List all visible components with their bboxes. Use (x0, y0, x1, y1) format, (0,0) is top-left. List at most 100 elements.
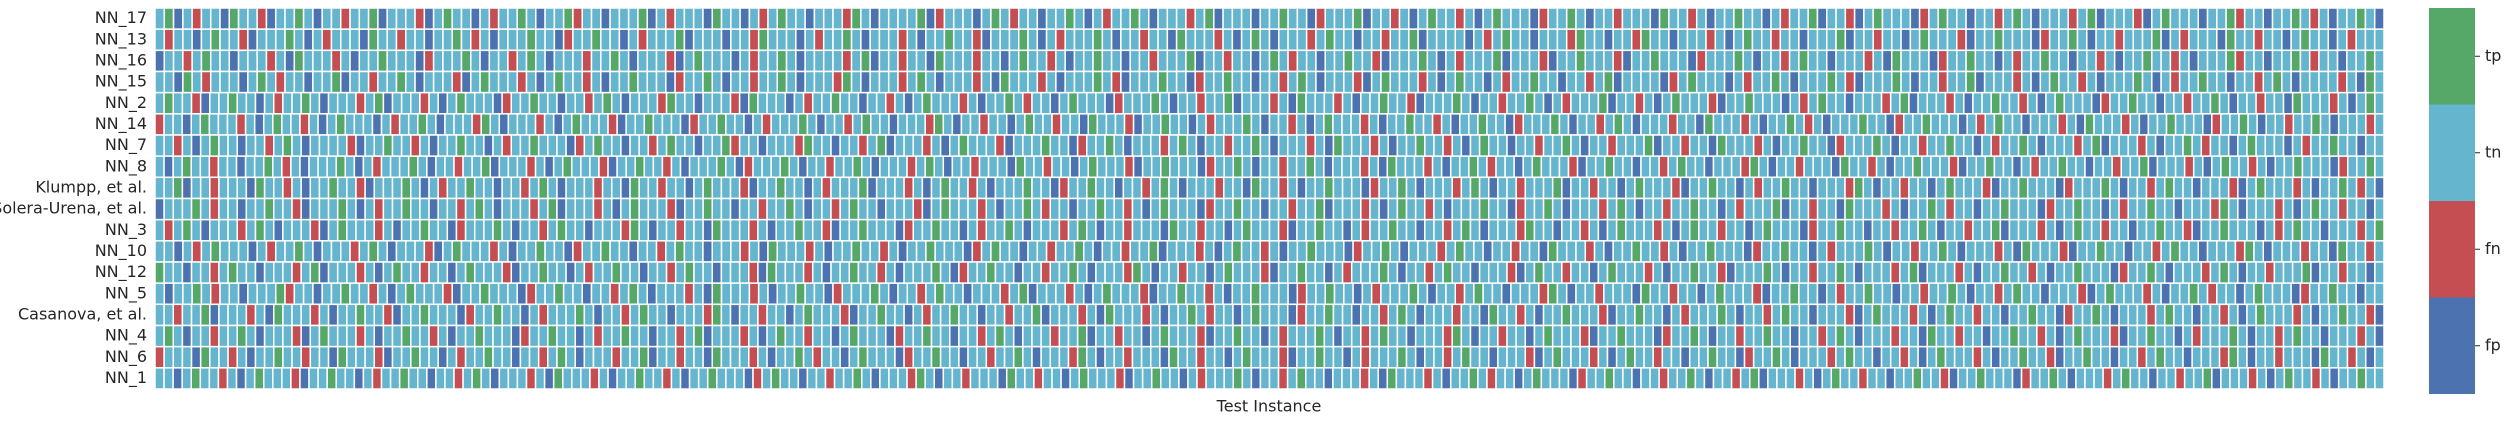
cell (2374, 324, 2385, 348)
cell (1389, 70, 1401, 94)
cell (492, 91, 503, 115)
cell (2200, 218, 2212, 242)
cell (1060, 113, 1071, 136)
cell (389, 113, 401, 136)
cell (282, 345, 293, 369)
cell (1027, 7, 1039, 30)
cell (318, 345, 330, 369)
cell (1752, 303, 1764, 327)
cell (2054, 345, 2066, 369)
cell (1533, 197, 1545, 221)
cell (2011, 282, 2023, 306)
cell (464, 91, 476, 115)
cell (1798, 303, 1810, 327)
cell (601, 218, 613, 242)
cell (897, 28, 909, 52)
cell (1593, 240, 1605, 263)
cell (2218, 134, 2230, 157)
cell (1506, 345, 1517, 369)
cell (693, 324, 704, 348)
cell (1826, 282, 1837, 306)
cell (519, 91, 531, 115)
cell (1698, 345, 1709, 369)
cell (2173, 197, 2184, 221)
cell (1141, 367, 1153, 390)
cell (2209, 345, 2221, 369)
cell (1104, 324, 1115, 348)
cell (1370, 70, 1382, 94)
cell (2229, 113, 2240, 136)
cell (811, 197, 823, 221)
cell (775, 303, 787, 327)
cell (2081, 218, 2093, 242)
cell (519, 176, 531, 200)
cell (1972, 134, 1983, 157)
cell (1853, 134, 1865, 157)
cell (2356, 367, 2367, 390)
cell (2086, 28, 2097, 52)
cell (1707, 345, 1718, 369)
cell (1110, 282, 1122, 306)
cell (2136, 176, 2148, 200)
cell (2030, 240, 2042, 263)
cell (317, 113, 328, 136)
cell (1807, 91, 1819, 115)
cell (1017, 70, 1029, 94)
cell (1286, 367, 1298, 390)
cell (1603, 28, 1614, 52)
cell (656, 134, 668, 157)
cell (2364, 197, 2376, 221)
cell (2218, 176, 2230, 200)
cell (358, 70, 370, 94)
cell (1405, 91, 1417, 115)
cell (665, 28, 676, 52)
cell (1241, 324, 1252, 348)
cell (1482, 240, 1494, 263)
cell (1593, 70, 1605, 94)
cell (711, 282, 723, 306)
cell (1524, 176, 1536, 200)
cell (327, 261, 339, 284)
cell (1120, 240, 1131, 263)
cell (355, 345, 366, 369)
cell (1606, 324, 1618, 348)
cell (1891, 70, 1902, 94)
cell (1903, 367, 1914, 390)
cell (1487, 176, 1499, 200)
cell (1042, 155, 1053, 179)
cell (1533, 91, 1545, 115)
cell (507, 367, 519, 390)
cell (2191, 345, 2203, 369)
cell (985, 197, 997, 221)
cell (455, 324, 467, 348)
cell (1426, 240, 1438, 263)
cell (1515, 345, 1527, 369)
cell (2113, 28, 2125, 52)
cell (245, 91, 257, 115)
cell (766, 345, 777, 369)
cell (985, 134, 997, 157)
cell (1921, 367, 1932, 390)
cell (1524, 134, 1536, 157)
cell (172, 218, 184, 242)
cell (1213, 134, 1225, 157)
cell (1839, 113, 1851, 136)
cell (228, 28, 240, 52)
cell (317, 367, 328, 390)
cell (464, 134, 476, 157)
cell (1649, 155, 1660, 179)
cell (815, 367, 827, 390)
cell (866, 197, 878, 221)
cell (428, 134, 439, 157)
cell (455, 218, 467, 242)
cell (1323, 155, 1334, 179)
cell (1540, 367, 1552, 390)
cell (607, 155, 618, 179)
cell (894, 261, 905, 284)
cell (236, 261, 248, 284)
cell (1510, 240, 1522, 263)
cell (1104, 134, 1115, 157)
cell (706, 155, 718, 179)
cell (1185, 7, 1196, 30)
cell (2328, 218, 2340, 242)
